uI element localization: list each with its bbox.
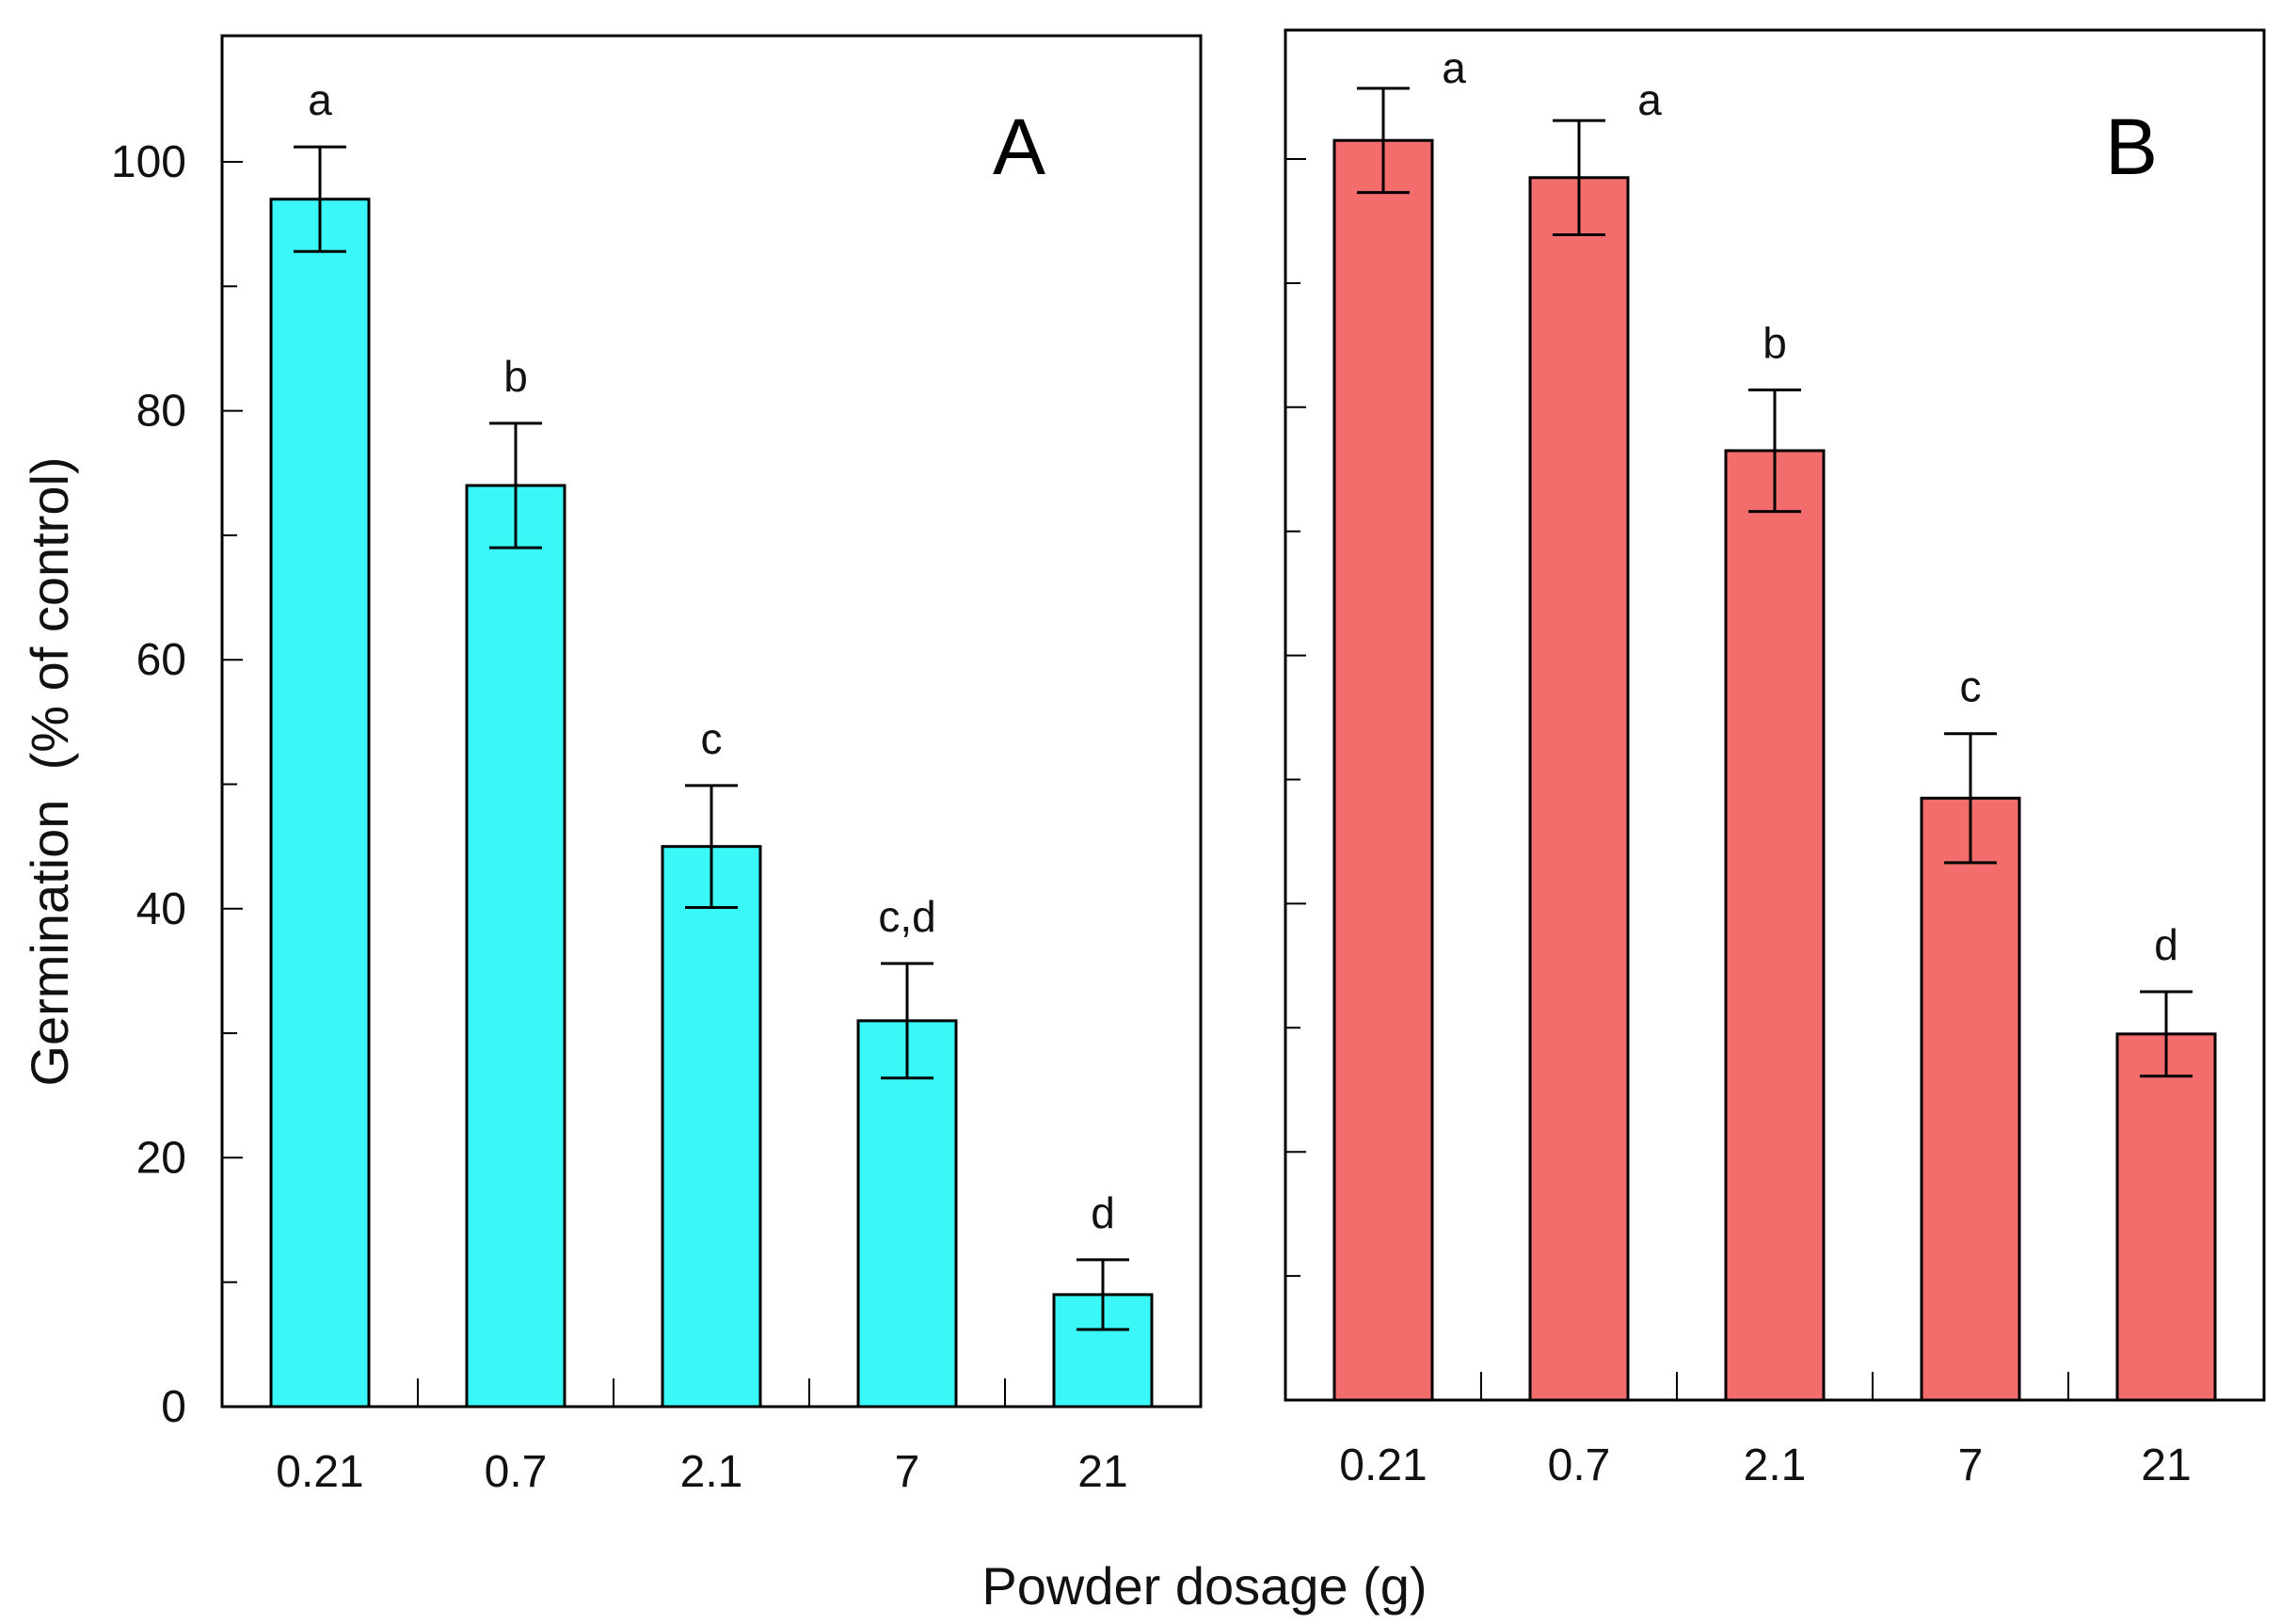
x-tick-label: 0.7 <box>485 1447 548 1497</box>
y-tick-label: 0 <box>161 1382 186 1432</box>
x-tick-label: 21 <box>2141 1441 2191 1490</box>
bar <box>1920 796 2021 1402</box>
panel-a-y-axis: 0 20 40 60 80 100 <box>111 137 243 1432</box>
bar <box>661 845 762 1409</box>
panel-b: a a b c d 0.21 0.7 2.1 7 21 B <box>1284 28 2266 1490</box>
y-tick-label: 40 <box>136 884 186 934</box>
panel-a-significance-labels: a b c c,d d <box>308 75 1115 1237</box>
bar <box>1724 449 1826 1402</box>
significance-label: c,d <box>878 892 935 941</box>
panel-b-x-axis: 0.21 0.7 2.1 7 21 <box>1339 1372 2192 1490</box>
y-axis-title: Germination (% of control) <box>20 456 79 1086</box>
y-tick-label: 20 <box>136 1133 186 1183</box>
bar <box>465 484 566 1409</box>
panel-b-label: B <box>2105 103 2158 191</box>
panel-a-x-axis: 0.21 0.7 2.1 7 21 <box>276 1378 1128 1497</box>
significance-label: d <box>2154 920 2178 969</box>
x-tick-label: 2.1 <box>1744 1441 1807 1490</box>
significance-label: a <box>1442 43 1466 92</box>
x-tick-label: 7 <box>895 1447 920 1497</box>
bar <box>856 1019 958 1409</box>
x-tick-label: 0.21 <box>276 1447 363 1497</box>
x-axis-title: Powder dosage (g) <box>981 1556 1427 1616</box>
significance-label: c <box>701 714 723 763</box>
panel-b-error-bars <box>1357 87 2193 1078</box>
panel-a-label: A <box>993 103 1045 191</box>
y-tick-label: 60 <box>136 635 186 685</box>
panel-b-significance-labels: a a b c d <box>1442 43 2178 969</box>
significance-label: c <box>1960 662 1982 711</box>
y-tick-label: 80 <box>136 387 186 437</box>
significance-label: a <box>308 75 332 124</box>
bar <box>1332 138 1434 1402</box>
significance-label: b <box>1763 318 1787 367</box>
bar <box>1528 176 1630 1402</box>
x-tick-label: 2.1 <box>680 1447 743 1497</box>
x-tick-label: 0.7 <box>1548 1441 1611 1490</box>
y-tick-label: 100 <box>111 137 186 187</box>
panel-a-error-bars <box>294 145 1129 1331</box>
x-tick-label: 0.21 <box>1339 1441 1427 1490</box>
panel-a: a b c c,d d 0 20 40 60 80 100 0.21 0.7 2.1 7 21 A <box>111 34 1203 1497</box>
significance-label: a <box>1637 75 1662 124</box>
panel-b-y-axis <box>1285 158 1306 1401</box>
significance-label: b <box>503 352 528 401</box>
bar <box>2115 1032 2217 1402</box>
bar <box>269 198 371 1409</box>
significance-label: d <box>1091 1188 1115 1237</box>
x-tick-label: 7 <box>1958 1441 1984 1490</box>
x-tick-label: 21 <box>1077 1447 1127 1497</box>
